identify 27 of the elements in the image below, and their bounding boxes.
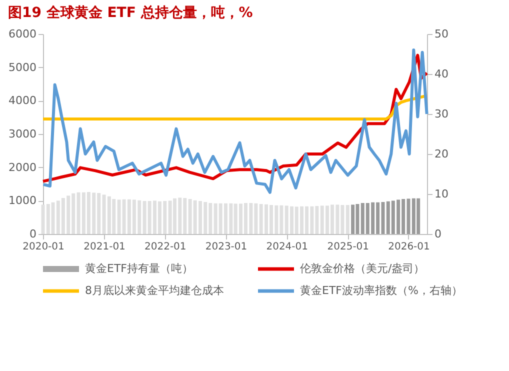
y2-tick-label: 30: [434, 108, 448, 120]
bar: [346, 205, 350, 234]
x-tick-label: 2022-01: [144, 242, 186, 252]
y-tick-label: 4000: [8, 94, 36, 108]
x-tick-label: 2023-01: [205, 242, 248, 252]
y2-tick-label: 20: [434, 148, 448, 160]
y-tick-label: 5000: [8, 60, 36, 74]
x-tick-label: 2020-01: [22, 242, 64, 252]
y-tick-label: 3000: [8, 128, 36, 140]
bar: [351, 204, 355, 234]
legend-label: 8月底以来黄金平均建仓成本: [85, 284, 224, 297]
y2-tick-label: 40: [434, 68, 448, 80]
x-tick-label: 2026-01: [388, 242, 430, 252]
y2-tick-label: 50: [434, 28, 448, 40]
y-tick-label: 2000: [8, 160, 36, 174]
text: 黄金ETF持有量（吨）: [85, 262, 193, 275]
x-tick-label: 2021-01: [84, 242, 126, 252]
y-tick-label: 0: [30, 228, 36, 240]
y2-tick-label: 10: [434, 188, 448, 200]
chart-title: 图19 全球黄金 ETF 总持仓量，吨，%: [8, 5, 253, 21]
legend-label: 伦敦金价格（美元/盎司）: [300, 262, 425, 275]
x-tick-label: 2025-01: [327, 242, 370, 252]
y2-tick-label: 0: [434, 228, 442, 240]
y-tick-label: 6000: [8, 28, 36, 40]
x-tick-label: 2024-01: [266, 242, 308, 252]
y-tick-label: 1000: [8, 194, 36, 208]
legend-label: 黄金ETF波动率指数（%，右轴）: [300, 284, 462, 297]
